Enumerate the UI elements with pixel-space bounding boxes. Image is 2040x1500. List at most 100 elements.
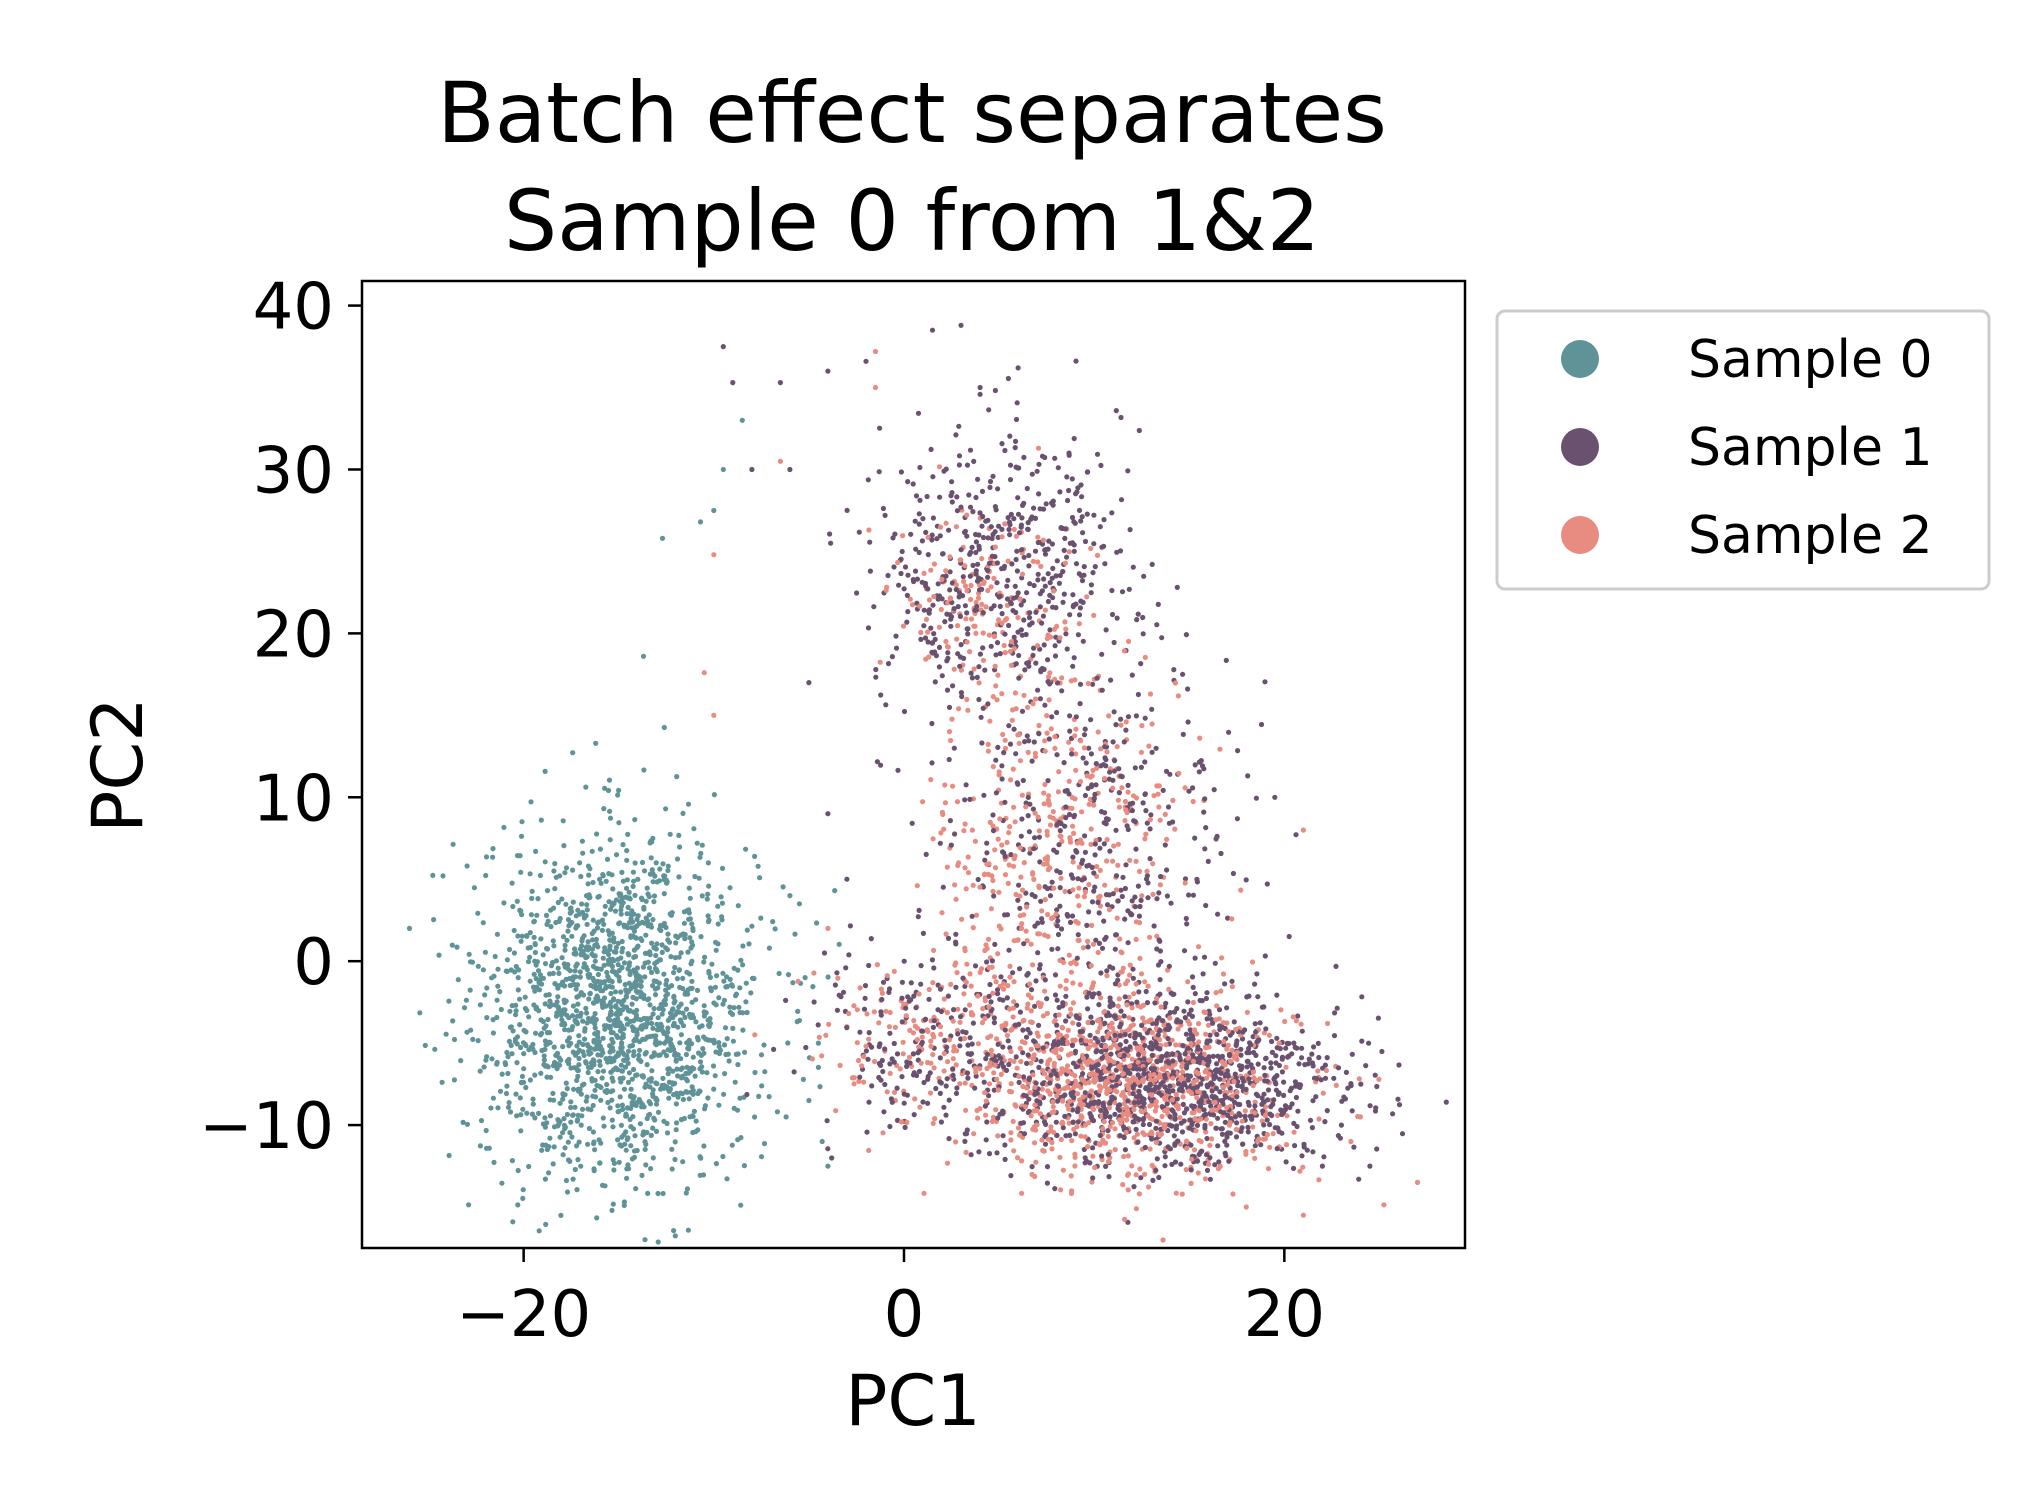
data-point — [999, 526, 1005, 533]
data-point — [1005, 1038, 1011, 1044]
data-point — [961, 578, 967, 585]
data-point — [996, 923, 1002, 929]
data-point — [1136, 427, 1142, 434]
data-point — [1070, 823, 1076, 829]
data-point — [1079, 840, 1085, 846]
data-point — [570, 899, 576, 905]
data-point — [1094, 451, 1101, 457]
data-point — [578, 873, 584, 880]
data-point — [1221, 1077, 1227, 1083]
data-point — [527, 978, 533, 984]
data-point — [883, 702, 889, 708]
data-point — [1265, 1166, 1272, 1172]
data-point — [996, 594, 1002, 600]
data-point — [604, 949, 611, 955]
data-point — [909, 602, 916, 608]
data-point — [624, 1016, 630, 1022]
data-point — [953, 896, 959, 902]
data-point — [518, 869, 524, 875]
data-point — [620, 842, 626, 848]
data-point — [631, 928, 638, 934]
data-point — [607, 1025, 613, 1031]
data-point — [1152, 1108, 1158, 1114]
data-point — [1104, 968, 1110, 974]
data-point — [991, 1087, 997, 1093]
data-point — [533, 848, 539, 855]
data-point — [590, 1129, 597, 1135]
data-point — [1141, 1132, 1148, 1138]
data-point — [643, 898, 649, 904]
data-point — [610, 900, 616, 906]
data-point — [1052, 745, 1058, 752]
data-point — [1014, 1155, 1021, 1161]
data-point — [615, 962, 621, 968]
data-point — [1011, 634, 1017, 640]
data-point — [1024, 485, 1030, 492]
data-point — [676, 832, 682, 839]
data-point — [534, 912, 540, 918]
data-point — [585, 939, 591, 945]
data-point — [1182, 785, 1188, 791]
data-point — [1065, 1027, 1071, 1033]
data-point — [546, 1170, 552, 1176]
data-point — [1183, 915, 1189, 922]
data-point — [576, 1139, 582, 1145]
data-point — [1062, 619, 1068, 625]
data-point — [527, 1077, 534, 1083]
data-point — [854, 590, 860, 596]
data-point — [1057, 572, 1063, 579]
data-point — [1056, 1012, 1062, 1018]
data-point — [1015, 937, 1021, 943]
data-point — [1068, 969, 1074, 975]
data-point — [551, 1124, 558, 1130]
data-point — [514, 1113, 520, 1119]
data-point — [659, 949, 665, 956]
data-point — [620, 1075, 626, 1081]
data-point — [1083, 760, 1089, 766]
data-point — [1220, 971, 1227, 977]
data-point — [1242, 1108, 1248, 1114]
data-point — [1085, 469, 1091, 475]
data-point — [605, 974, 611, 980]
data-point — [977, 391, 983, 397]
data-point — [999, 842, 1005, 848]
data-point — [542, 1176, 549, 1182]
data-point — [721, 1091, 727, 1097]
data-point — [1269, 1049, 1275, 1055]
data-point — [1086, 1057, 1093, 1063]
data-point — [999, 620, 1005, 626]
data-point — [586, 872, 592, 878]
data-point — [994, 640, 1001, 646]
data-point — [1139, 723, 1145, 729]
data-point — [621, 1057, 627, 1063]
data-point — [697, 1154, 703, 1160]
data-point — [1019, 571, 1026, 577]
data-point — [942, 800, 949, 806]
data-point — [517, 853, 523, 859]
data-point — [1013, 556, 1019, 563]
data-point — [600, 1115, 606, 1121]
data-point — [777, 458, 784, 464]
data-point — [975, 1041, 982, 1047]
data-point — [1145, 1184, 1152, 1190]
data-point — [783, 1114, 789, 1120]
data-point — [889, 654, 896, 660]
data-point — [949, 479, 955, 485]
data-point — [1294, 1123, 1300, 1130]
data-point — [1155, 601, 1161, 608]
data-point — [965, 1075, 971, 1081]
data-point — [749, 466, 755, 473]
data-point — [630, 1126, 637, 1132]
data-point — [1124, 823, 1130, 829]
data-point — [631, 1018, 637, 1024]
data-point — [979, 1072, 986, 1078]
data-point — [1190, 984, 1196, 991]
data-point — [1084, 594, 1090, 600]
data-point — [690, 1054, 696, 1060]
data-point — [661, 724, 667, 731]
data-point — [1149, 706, 1155, 712]
data-point — [1261, 1065, 1267, 1071]
data-point — [1256, 1136, 1262, 1142]
data-point — [987, 981, 993, 988]
data-point — [1077, 982, 1083, 988]
